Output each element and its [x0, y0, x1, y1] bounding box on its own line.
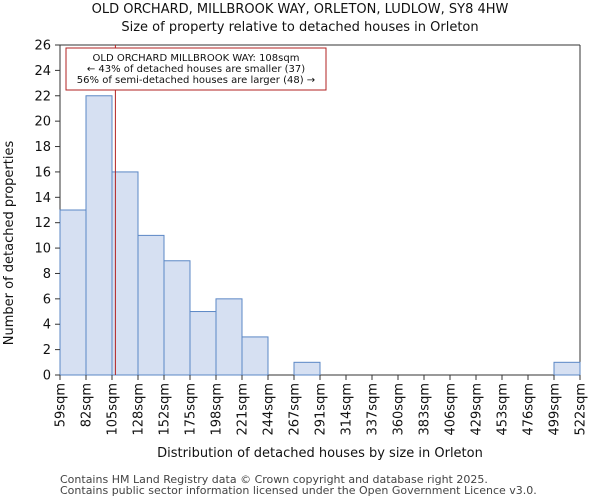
y-tick-label: 10: [34, 242, 51, 257]
y-tick-label: 0: [43, 369, 51, 384]
histogram-bar: [59, 209, 87, 376]
footer-line-2: Contains public sector information licen…: [60, 484, 537, 497]
y-axis-label: Number of detached properties: [2, 141, 17, 346]
histogram-bar: [189, 311, 217, 376]
x-tick-label: 360sqm: [392, 383, 407, 436]
y-tick-label: 26: [34, 39, 51, 54]
x-tick-label: 82sqm: [80, 383, 95, 427]
histogram-bar: [111, 171, 139, 376]
x-tick-label: 337sqm: [366, 383, 381, 436]
y-tick-label: 22: [34, 89, 51, 104]
annotation-line-1: OLD ORCHARD MILLBROOK WAY: 108sqm: [93, 53, 300, 64]
y-tick-label: 6: [43, 292, 51, 307]
histogram-bar: [241, 336, 269, 376]
histogram-bar: [163, 260, 191, 376]
x-tick-label: 128sqm: [132, 383, 147, 436]
x-tick-label: 267sqm: [288, 383, 303, 436]
x-tick-label: 429sqm: [470, 383, 485, 436]
x-tick-label: 499sqm: [548, 383, 563, 436]
footer-line-1: Contains HM Land Registry data © Crown c…: [60, 473, 488, 486]
y-tick-label: 16: [34, 165, 51, 180]
x-tick-label: 383sqm: [418, 383, 433, 436]
y-tick-label: 20: [34, 115, 51, 130]
x-tick-label: 522sqm: [574, 383, 589, 436]
x-tick-label: 175sqm: [184, 383, 199, 436]
y-tick-label: 8: [43, 267, 51, 282]
x-tick-label: 152sqm: [158, 383, 173, 436]
y-tick-label: 14: [34, 191, 51, 206]
y-tick-label: 12: [34, 216, 51, 231]
chart-subtitle: Size of property relative to detached ho…: [121, 20, 478, 35]
x-tick-label: 453sqm: [496, 383, 511, 436]
annotation-line-2: ← 43% of detached houses are smaller (37…: [87, 64, 305, 75]
x-tick-label: 221sqm: [236, 383, 251, 436]
x-tick-label: 244sqm: [262, 383, 277, 436]
y-tick-label: 18: [34, 140, 51, 155]
histogram-bar: [137, 234, 165, 376]
y-tick-label: 4: [43, 318, 51, 333]
x-tick-label: 59sqm: [54, 383, 69, 427]
x-tick-label: 105sqm: [106, 383, 121, 436]
annotation-box: OLD ORCHARD MILLBROOK WAY: 108sqm ← 43% …: [65, 47, 327, 91]
x-tick-label: 476sqm: [522, 383, 537, 436]
histogram-bar: [215, 298, 243, 376]
x-tick-label: 291sqm: [314, 383, 329, 436]
annotation-border: [65, 47, 327, 91]
y-tick-label: 24: [34, 64, 51, 79]
histogram-bar: [553, 361, 581, 376]
x-tick-label: 406sqm: [444, 383, 459, 436]
x-axis-label: Distribution of detached houses by size …: [157, 446, 483, 461]
histogram-bar: [85, 95, 113, 376]
x-axis-ticks: 59sqm 82sqm 105sqm 128sqm 152sqm 175sqm 198sqm…: [54, 375, 589, 436]
histogram-chart: OLD ORCHARD, MILLBROOK WAY, ORLETON, LUD…: [2, 2, 589, 461]
y-tick-label: 2: [43, 343, 51, 358]
bars-group: [59, 95, 581, 376]
chart-title: OLD ORCHARD, MILLBROOK WAY, ORLETON, LUD…: [92, 2, 509, 17]
x-tick-label: 314sqm: [340, 383, 355, 436]
x-tick-label: 198sqm: [210, 383, 225, 436]
histogram-bar: [293, 361, 321, 376]
annotation-line-3: 56% of semi-detached houses are larger (…: [77, 75, 315, 86]
